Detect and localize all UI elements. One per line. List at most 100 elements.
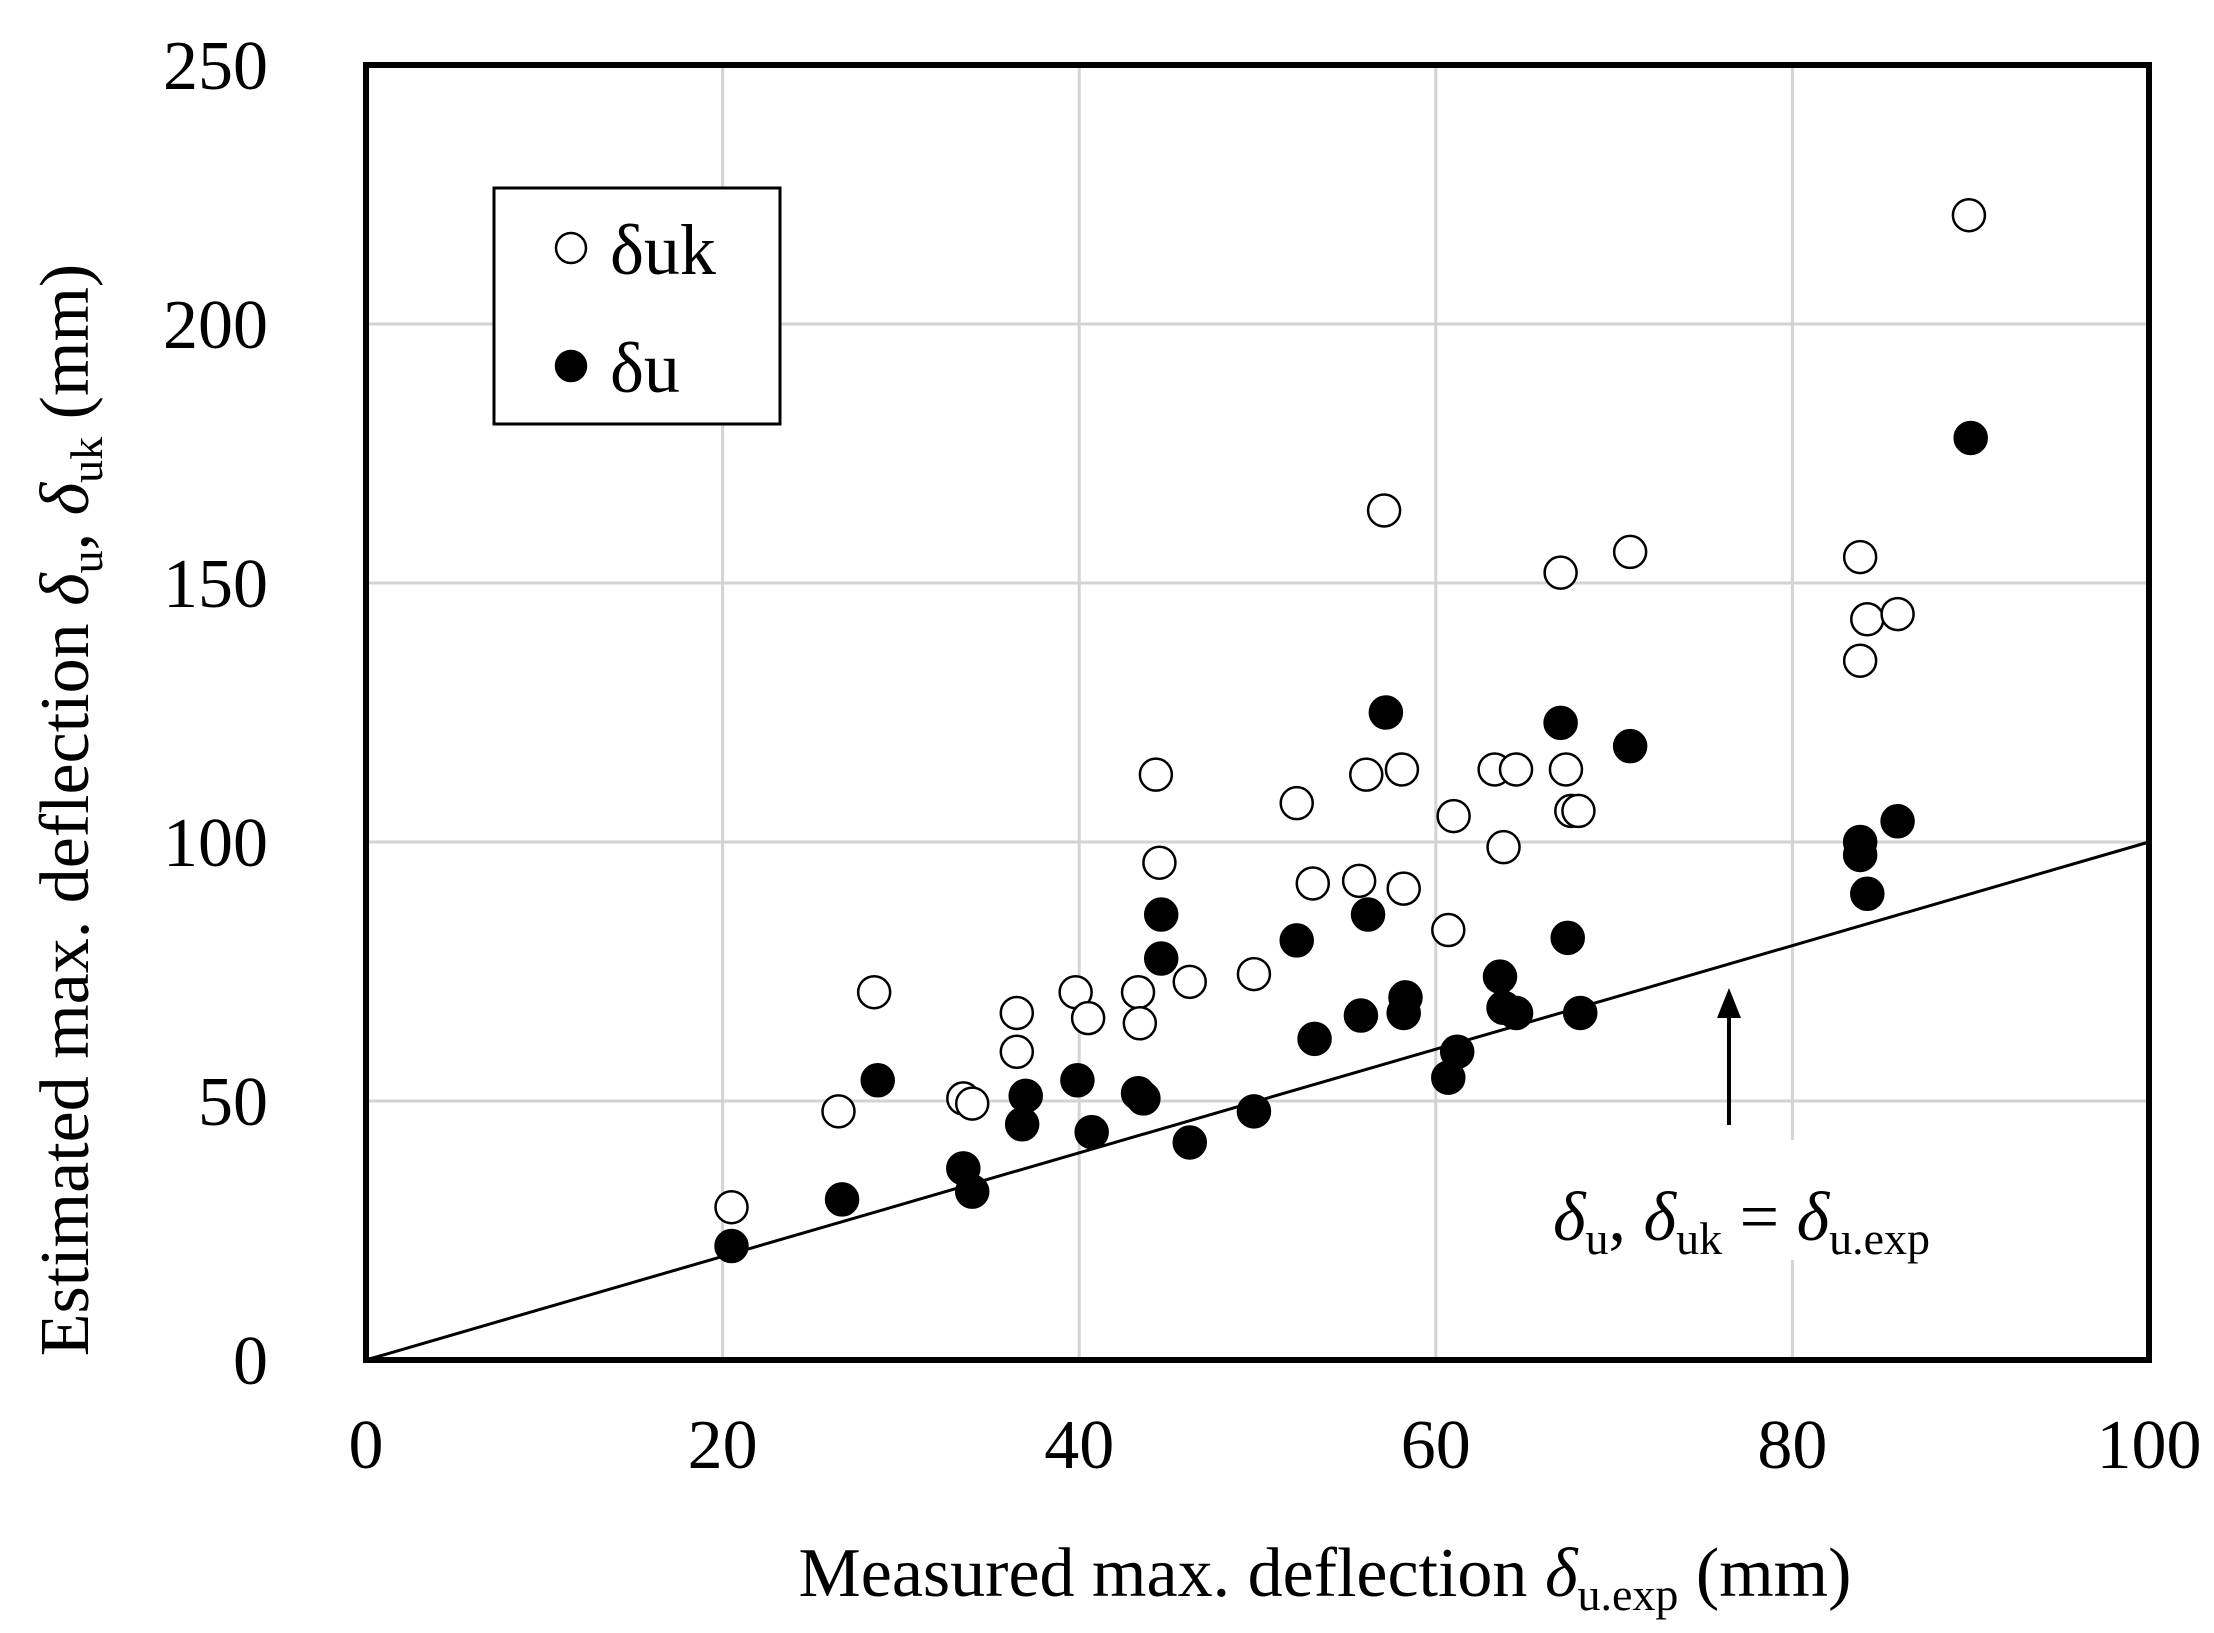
y-label-symbol-1: δ: [27, 572, 104, 606]
point-delta-u: [1550, 920, 1585, 956]
x-label-symbol: δ: [1545, 1535, 1579, 1612]
x-tick-label: 0: [349, 1407, 384, 1484]
axis-ticks: 0 20 40 60 80 100 0 50 100 150 200 250: [163, 28, 2202, 1484]
point-delta-uk: [1431, 912, 1466, 948]
point-delta-uk: [1543, 555, 1578, 590]
x-label-unit: (mm): [1678, 1535, 1851, 1612]
point-delta-u: [1297, 1021, 1332, 1057]
annot-eq: =: [1722, 1179, 1796, 1256]
y-label-unit: (mm): [27, 264, 104, 437]
point-delta-uk: [1070, 1000, 1106, 1036]
y-label-subscript-1: u: [61, 550, 112, 573]
point-delta-uk: [1341, 863, 1377, 899]
point-delta-u: [1482, 959, 1518, 994]
point-delta-u: [1279, 923, 1314, 958]
x-tick-label: 60: [1401, 1407, 1471, 1484]
legend-box: [492, 186, 782, 426]
point-delta-u: [1074, 1114, 1109, 1150]
point-delta-u: [860, 1063, 895, 1098]
x-label-main: Measured max. deflection: [799, 1535, 1545, 1612]
point-delta-u: [1953, 420, 1988, 456]
y-label-main: Estimated max. deflection: [27, 606, 104, 1356]
point-delta-u: [1143, 941, 1179, 976]
series-delta-u: [714, 420, 1988, 1264]
x-axis-label: Measured max. deflection δu.exp (mm): [799, 1535, 1852, 1620]
point-delta-uk: [1236, 956, 1272, 992]
y-tick-label: 250: [163, 28, 268, 105]
point-delta-uk: [1366, 493, 1402, 528]
point-delta-u: [714, 1228, 749, 1264]
point-delta-u: [1343, 998, 1379, 1033]
point-delta-uk: [1842, 539, 1878, 575]
plot-frame: [363, 62, 2152, 1363]
annotation-equation: δu, δuk = δu.exp: [1553, 1179, 1930, 1264]
point-delta-uk: [1384, 752, 1420, 787]
annot-sub-2: uk: [1676, 1213, 1722, 1264]
x-tick-label: 100: [2097, 1407, 2202, 1484]
y-label-symbol-2: δ: [27, 481, 104, 515]
point-delta-u: [1612, 728, 1648, 764]
y-tick-label: 100: [163, 805, 268, 882]
point-delta-u: [1236, 1094, 1272, 1129]
series-delta-uk: [714, 197, 1987, 1225]
point-delta-u: [1543, 705, 1578, 741]
x-tick-label: 40: [1044, 1407, 1114, 1484]
point-delta-u: [1004, 1107, 1040, 1142]
legend-open-marker: [554, 231, 588, 265]
point-delta-u: [824, 1182, 860, 1217]
y-tick-label: 150: [163, 546, 268, 623]
y-tick-label: 200: [163, 287, 268, 364]
point-delta-uk: [1548, 752, 1584, 787]
point-delta-u: [1388, 980, 1423, 1015]
legend-filled-marker: [554, 349, 588, 383]
y-tick-label: 50: [198, 1064, 268, 1141]
reference-annotation: δu, δuk = δu.exp: [1545, 988, 2065, 1264]
annot-sym-2: δ: [1644, 1179, 1678, 1256]
point-delta-u: [1850, 876, 1885, 912]
point-delta-uk: [1612, 534, 1648, 570]
point-delta-u: [1172, 1125, 1207, 1160]
point-delta-u: [1143, 897, 1179, 932]
point-delta-uk: [1561, 793, 1596, 829]
arrow-up-icon: [1717, 988, 1741, 1018]
point-delta-uk: [1850, 602, 1885, 637]
point-delta-uk: [1122, 1006, 1158, 1041]
point-delta-u: [1368, 695, 1404, 730]
point-delta-u: [1562, 995, 1598, 1031]
point-delta-uk: [1486, 829, 1521, 865]
annot-sep: ,: [1609, 1179, 1644, 1256]
point-delta-u: [1350, 897, 1386, 932]
annotation-background: [1545, 1140, 2065, 1260]
point-delta-uk: [1386, 871, 1421, 906]
annot-sym-3: δ: [1797, 1179, 1831, 1256]
point-delta-uk: [999, 1034, 1035, 1070]
legend-label-delta-uk: δuk: [610, 210, 716, 290]
point-delta-uk: [999, 995, 1035, 1031]
point-delta-uk: [1498, 752, 1534, 787]
annot-sym-1: δ: [1553, 1179, 1587, 1256]
point-delta-uk: [1349, 757, 1384, 792]
y-label-subscript-2: uk: [61, 437, 112, 483]
point-delta-uk: [1142, 845, 1177, 880]
point-delta-uk: [821, 1094, 856, 1129]
point-delta-uk: [1138, 757, 1174, 792]
x-tick-label: 80: [1757, 1407, 1827, 1484]
y-tick-label: 0: [233, 1323, 268, 1400]
point-delta-uk: [1951, 197, 1987, 233]
point-delta-u: [1126, 1081, 1161, 1116]
x-label-subscript: u.exp: [1577, 1569, 1678, 1620]
y-label-separator: ,: [27, 515, 104, 550]
x-tick-label: 20: [688, 1407, 758, 1484]
point-delta-u: [1008, 1078, 1043, 1114]
annot-sub-1: u: [1586, 1213, 1609, 1264]
point-delta-uk: [1436, 798, 1471, 834]
y-axis-label: Estimated max. deflection δu, δuk (mm): [27, 264, 112, 1356]
point-delta-uk: [954, 1086, 990, 1121]
annot-sub-3: u.exp: [1829, 1213, 1930, 1264]
point-delta-u: [954, 1174, 990, 1209]
point-delta-uk: [714, 1189, 749, 1225]
legend: δuk δu: [492, 186, 782, 426]
point-delta-uk: [1880, 596, 1915, 632]
point-delta-u: [1880, 804, 1915, 839]
